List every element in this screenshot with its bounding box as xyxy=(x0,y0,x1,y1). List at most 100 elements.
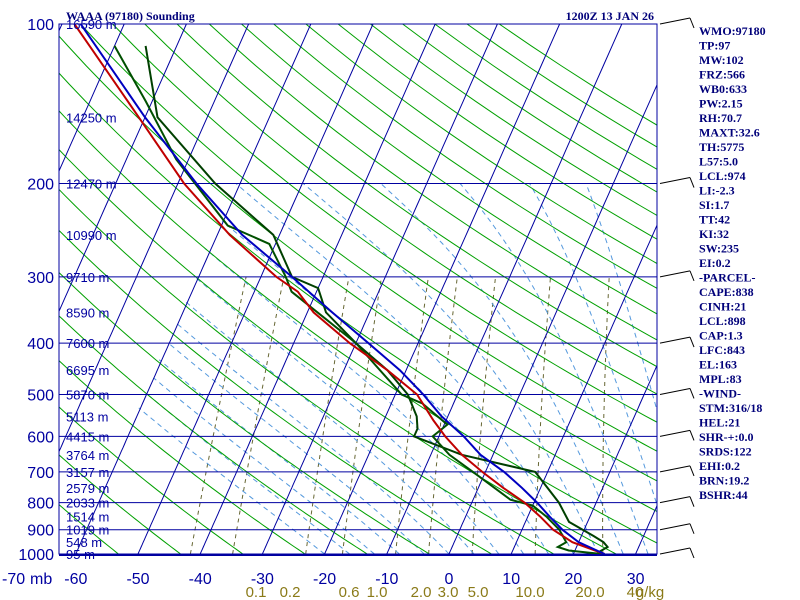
height-label: 1019 m xyxy=(66,523,109,538)
height-label: 12470 m xyxy=(66,177,117,192)
height-label: 5870 m xyxy=(66,387,109,402)
dry-adiabat-line xyxy=(111,24,657,423)
isotherm-line xyxy=(510,224,657,554)
mixing-ratio-label: 40 xyxy=(627,584,644,600)
height-label: 2033 m xyxy=(66,496,109,511)
temperature-tick-label: 10 xyxy=(502,571,520,588)
dry-adiabat-line xyxy=(59,503,120,554)
index-item: MPL:83 xyxy=(699,372,742,386)
mixing-ratio-label: 1.0 xyxy=(367,584,388,600)
pressure-tick-label: 700 xyxy=(27,465,54,482)
pressure-tick-label: 800 xyxy=(27,496,54,513)
sounding-indices: WMO:97180TP:97MW:102FRZ:566WB0:633PW:2.1… xyxy=(699,24,766,502)
mixing-ratio-label: 20.0 xyxy=(575,584,604,600)
temperature-tick-label: -20 xyxy=(313,571,336,588)
index-item: MW:102 xyxy=(699,53,744,67)
temperature-tick-label: 0 xyxy=(445,571,454,588)
isotherm-line xyxy=(324,24,561,554)
mixing-ratio-label: 10.0 xyxy=(515,584,544,600)
pressure-tick-label: 600 xyxy=(27,429,54,446)
index-item: EHI:0.2 xyxy=(699,459,740,473)
dry-adiabat-line xyxy=(59,359,306,554)
temperature-tick-label: 20 xyxy=(565,571,583,588)
height-label: 5113 m xyxy=(66,409,108,424)
dry-adiabat-line xyxy=(59,454,182,554)
dry-adiabat-line xyxy=(144,24,657,395)
isotherm-line xyxy=(59,24,250,453)
dry-adiabat-line xyxy=(59,406,244,554)
dry-adiabat-line xyxy=(305,24,657,265)
index-item: SRDS:122 xyxy=(699,445,752,459)
index-item: SW:235 xyxy=(699,242,739,256)
moist-adiabat-line xyxy=(194,276,500,554)
height-label: 8590 m xyxy=(66,305,109,320)
pressure-tick-label: 900 xyxy=(27,523,54,540)
temperature-tick-label: -40 xyxy=(189,571,212,588)
index-item: PW:2.15 xyxy=(699,97,743,111)
temperature-tick-label: -60 xyxy=(64,571,87,588)
moist-adiabat-line xyxy=(302,183,599,554)
temperature-tick-label: 30 xyxy=(627,571,645,588)
pressure-tick-label: 500 xyxy=(27,387,54,404)
dry-adiabat-line xyxy=(337,24,657,240)
dry-adiabat-line xyxy=(59,148,618,554)
isotherm-line xyxy=(572,364,657,554)
index-item: WB0:633 xyxy=(699,82,747,96)
moist-adiabat-line xyxy=(153,377,375,554)
index-item: FRZ:566 xyxy=(699,68,745,82)
index-item: LFC:843 xyxy=(699,343,745,357)
moist-adiabat-line xyxy=(185,301,475,554)
isotherm-line xyxy=(448,83,657,554)
index-item: TP:97 xyxy=(699,39,730,53)
moist-adiabat-line xyxy=(204,247,525,554)
moist-adiabat-line xyxy=(174,321,450,554)
index-item: EL:163 xyxy=(699,358,737,372)
dry-adiabat-line xyxy=(79,24,657,452)
mixing-ratio-label: 0.1 xyxy=(246,584,267,600)
mixing-ratio-label: 3.0 xyxy=(438,584,459,600)
index-item: STM:316/18 xyxy=(699,401,762,415)
isotherm-line xyxy=(635,504,657,554)
index-item: BRN:19.2 xyxy=(699,474,749,488)
parcel-line xyxy=(73,24,605,554)
virtual-temperature-line xyxy=(79,24,605,554)
pressure-tick-label: 200 xyxy=(27,177,54,194)
isotherm-line xyxy=(75,24,312,554)
isotherm-line xyxy=(199,24,436,554)
temperature-tick-label: -30 xyxy=(251,571,274,588)
height-label: 7600 m xyxy=(66,336,109,351)
moist-adiabat-line xyxy=(144,391,350,554)
wind-barb xyxy=(659,496,695,507)
mixing-ratio-line xyxy=(305,276,350,554)
index-item: MAXT:32.6 xyxy=(699,126,760,140)
mixing-ratio-line xyxy=(395,276,429,554)
temperature-tick-label: -10 xyxy=(375,571,398,588)
wind-barb xyxy=(659,523,695,534)
mixing-ratio-line xyxy=(342,276,382,554)
series-lines xyxy=(73,24,610,554)
dry-adiabat-line xyxy=(272,24,657,289)
mixing-ratio-line xyxy=(534,276,551,554)
pressure-tick-label: 300 xyxy=(27,270,54,287)
index-item: LCL:898 xyxy=(699,314,746,328)
dry-adiabat-line xyxy=(59,188,555,554)
height-label: 10990 m xyxy=(66,228,117,243)
height-label: 548 m xyxy=(66,535,102,550)
pressure-tick-label: 100 xyxy=(27,17,54,34)
mixing-ratio-label: g/kg xyxy=(636,584,664,600)
index-item: CAP:1.3 xyxy=(699,329,743,343)
index-item: EI:0.2 xyxy=(699,256,731,270)
wind-barb xyxy=(659,270,695,282)
height-label: 3764 m xyxy=(66,448,109,463)
index-item: BSHR:44 xyxy=(699,488,748,502)
wind-barb xyxy=(659,387,695,399)
height-label: 3157 m xyxy=(66,465,109,480)
mixing-ratio-axis: 0.1 0.2 0.6 1.0 2.0 3.0 5.0 10.0 20.0 40g/kg xyxy=(246,584,665,600)
index-item: -PARCEL- xyxy=(699,271,755,285)
index-item: LI:-2.3 xyxy=(699,184,735,198)
index-item: -WIND- xyxy=(699,387,741,401)
dry-adiabat-line xyxy=(208,24,657,341)
wind-barb xyxy=(659,17,695,29)
